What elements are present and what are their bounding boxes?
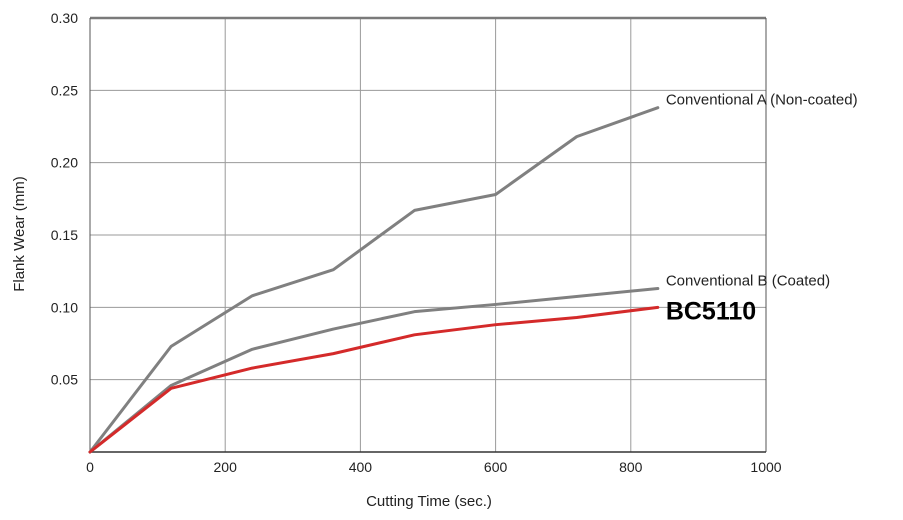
x-tick-label: 400: [349, 459, 373, 475]
series-lines: [88, 106, 660, 454]
horizontal-gridlines: [90, 16, 766, 381]
x-tick-label: 1000: [750, 459, 781, 475]
y-tick-label: 0.30: [51, 10, 78, 26]
y-tick-label: 0.15: [51, 227, 78, 243]
series-line: [88, 287, 660, 454]
x-axis-label: Cutting Time (sec.): [366, 493, 492, 510]
series-line: [88, 106, 660, 454]
y-tick-label: 0.20: [51, 155, 78, 171]
y-axis-label: Flank Wear (mm): [11, 176, 28, 292]
y-tick-label: 0.10: [51, 299, 78, 315]
series-line: [88, 305, 660, 454]
axes: [89, 18, 767, 453]
series-labels: Conventional A (Non-coated) Conventional …: [666, 92, 858, 326]
tick-labels: 0 200 400 600 800 1000 0.05 0.10 0.15 0.20 0.25 0.3…: [51, 10, 782, 475]
y-tick-label: 0.05: [51, 372, 78, 388]
x-tick-label: 800: [619, 459, 643, 475]
y-tick-label: 0.25: [51, 82, 78, 98]
x-tick-label: 0: [86, 459, 94, 475]
series-label: Conventional A (Non-coated): [666, 92, 858, 109]
x-tick-label: 200: [214, 459, 238, 475]
series-label: BC5110: [666, 297, 756, 325]
x-tick-label: 600: [484, 459, 508, 475]
series-label: Conventional B (Coated): [666, 273, 830, 290]
